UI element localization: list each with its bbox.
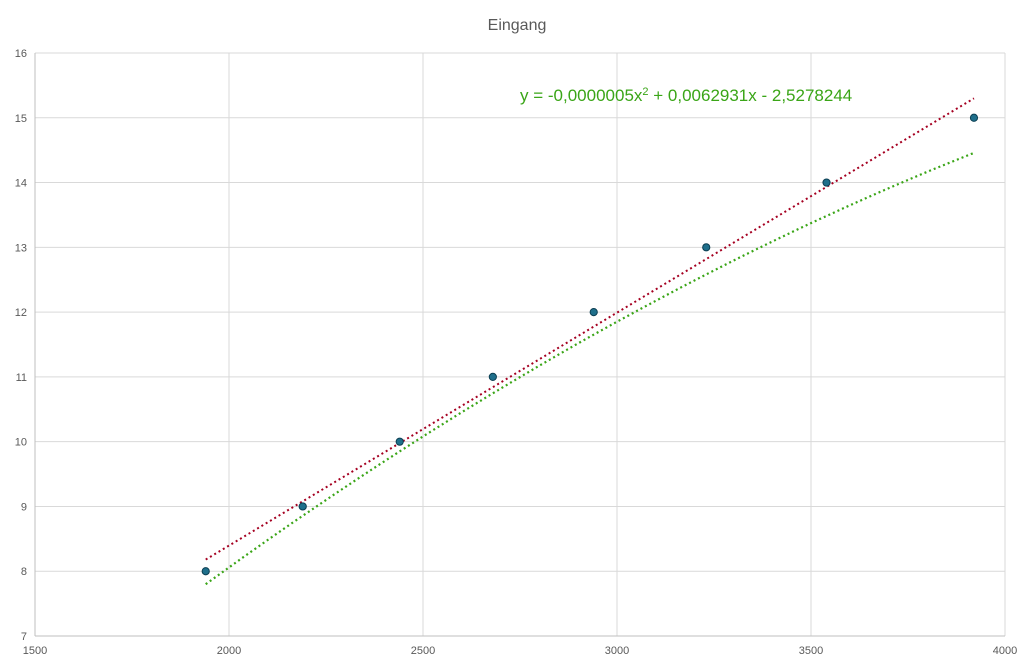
data-point bbox=[201, 567, 210, 576]
data-point bbox=[395, 437, 404, 446]
equation-superscript: 2 bbox=[642, 86, 648, 98]
grid-layer bbox=[35, 52, 1006, 636]
y-tick-label: 16 bbox=[15, 48, 27, 60]
data-point bbox=[822, 178, 831, 187]
tick-labels: 7 8 9 10 11 12 13 14 15 16 1500 2000 2500 3000 3500 400… bbox=[15, 48, 1017, 657]
polynomial-trendline bbox=[205, 151, 975, 586]
x-tick-label: 4000 bbox=[993, 645, 1017, 657]
x-tick-label: 2000 bbox=[217, 645, 241, 657]
linear-trendline bbox=[205, 97, 975, 561]
data-point bbox=[589, 308, 598, 317]
chart-title: Eingang bbox=[488, 17, 547, 34]
data-point bbox=[702, 243, 711, 252]
x-tick-label: 2500 bbox=[411, 645, 435, 657]
equation-rest: + 0,0062931x - 2,5278244 bbox=[649, 86, 853, 105]
y-tick-label: 11 bbox=[16, 372, 27, 384]
data-point bbox=[298, 502, 307, 511]
data-points bbox=[201, 113, 979, 576]
x-tick-label: 3500 bbox=[799, 645, 823, 657]
y-tick-label: 9 bbox=[21, 501, 27, 513]
data-point bbox=[488, 372, 497, 381]
y-tick-label: 14 bbox=[15, 178, 27, 190]
x-tick-label: 3000 bbox=[605, 645, 629, 657]
y-tick-label: 8 bbox=[21, 566, 27, 578]
axis-layer bbox=[34, 53, 1005, 637]
y-tick-label: 10 bbox=[15, 437, 27, 449]
data-point bbox=[969, 113, 979, 122]
y-tick-label: 13 bbox=[15, 242, 27, 254]
y-tick-label: 12 bbox=[15, 307, 27, 319]
trendlines bbox=[205, 97, 975, 586]
y-tick-label: 15 bbox=[15, 113, 27, 125]
equation-main: y = -0,0000005x bbox=[520, 86, 643, 105]
x-tick-label: 1500 bbox=[23, 645, 47, 657]
trendline-equation: y = -0,0000005x2 + 0,0062931x - 2,527824… bbox=[520, 86, 852, 105]
y-tick-label: 7 bbox=[21, 631, 27, 643]
